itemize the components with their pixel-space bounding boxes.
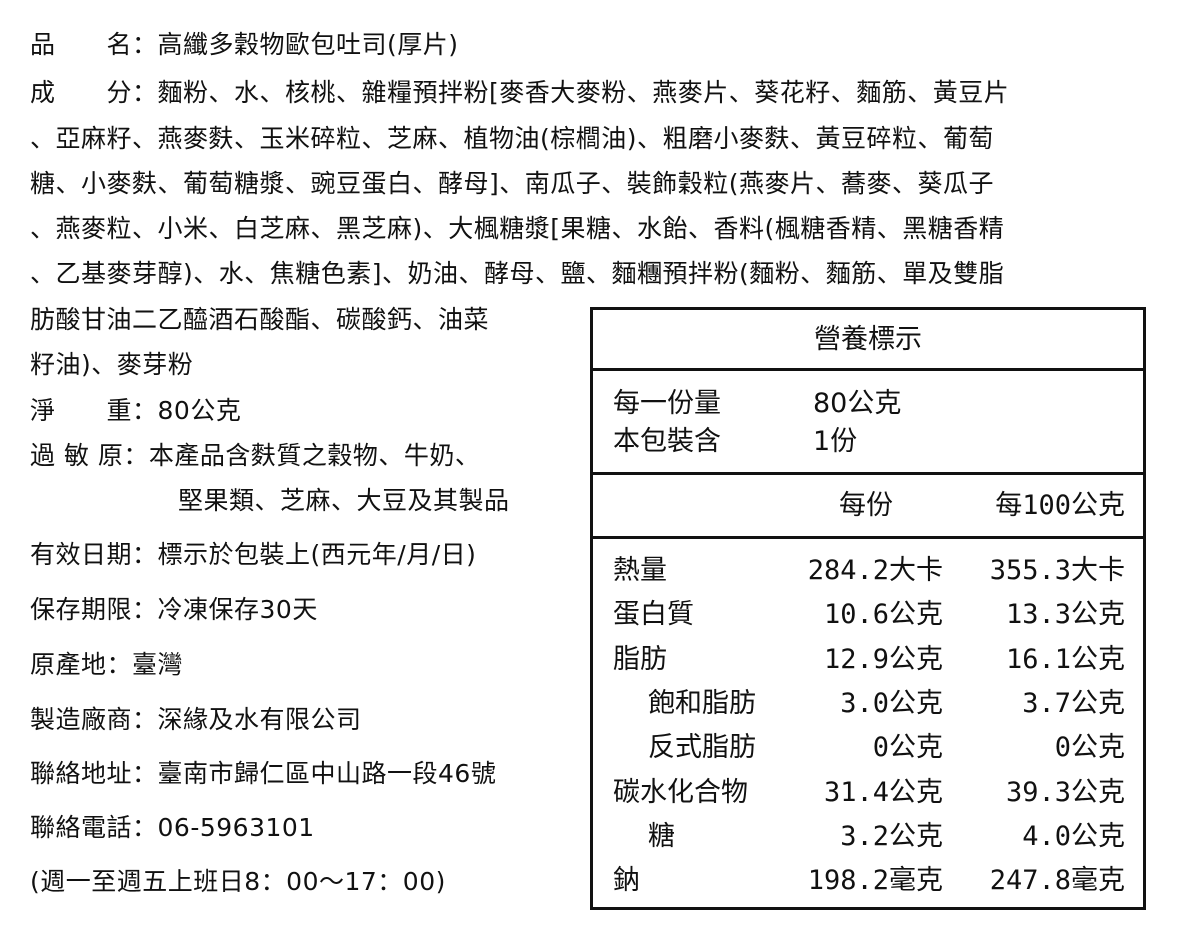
address: 聯絡地址：臺南市歸仁區中山路一段46號 xyxy=(30,759,496,789)
ingredients-line-1: 成 分：麵粉、水、核桃、雜糧預拌粉[麥香大麥粉、燕麥片、葵花籽、麵筋、黃豆片 xyxy=(30,78,1009,108)
nutrient-per-serving: 3.0公克 xyxy=(840,687,943,719)
nutrient-per-100g: 355.3大卡 xyxy=(989,555,1125,586)
storage: 保存期限：冷凍保存30天 xyxy=(30,595,318,625)
ingredients-line-6: 肪酸甘油二乙醯酒石酸酯、碳酸鈣、油菜 xyxy=(30,305,490,334)
nutrient-name: 蛋白質 xyxy=(613,599,694,631)
divider xyxy=(593,536,1143,539)
divider xyxy=(593,368,1143,371)
origin-value: 臺灣 xyxy=(132,650,184,679)
nutrient-per-100g: 0公克 xyxy=(1054,732,1125,764)
net-weight-value: 80公克 xyxy=(157,396,242,425)
serving-size-label: 每一份量 xyxy=(613,388,721,419)
origin: 原產地：臺灣 xyxy=(30,650,183,680)
nutrient-per-serving: 3.2公克 xyxy=(840,820,943,852)
allergens: 過 敏 原：本產品含麩質之穀物、牛奶、 xyxy=(30,441,480,471)
storage-label: 保存期限： xyxy=(30,595,158,624)
col-per-100g: 每100公克 xyxy=(995,490,1125,521)
ingredients-text: 麵粉、水、核桃、雜糧預拌粉[麥香大麥粉、燕麥片、葵花籽、麵筋、黃豆片 xyxy=(157,78,1010,107)
net-weight-label: 淨 重： xyxy=(30,396,158,425)
expiry-value: 標示於包裝上(西元年/月/日) xyxy=(157,540,477,569)
manufacturer-value: 深緣及水有限公司 xyxy=(157,705,362,734)
phone: 聯絡電話：06-5963101 xyxy=(30,813,315,843)
nutrient-per-100g: 39.3公克 xyxy=(1005,776,1125,808)
ingredients-line-3: 糖、小麥麩、葡萄糖漿、豌豆蛋白、酵母]、南瓜子、裝飾穀粒(燕麥片、蕎麥、葵瓜子 xyxy=(30,169,995,198)
manufacturer: 製造廠商：深緣及水有限公司 xyxy=(30,705,362,735)
ingredients-line-7: 籽油)、麥芽粉 xyxy=(30,350,194,379)
serving-size-value: 80公克 xyxy=(813,388,902,419)
nutrition-title: 營養標示 xyxy=(814,324,922,355)
nutrient-per-serving: 198.2毫克 xyxy=(807,865,943,897)
nutrient-per-serving: 10.6公克 xyxy=(823,599,943,631)
nutrient-per-serving: 0公克 xyxy=(872,732,943,764)
nutrient-name: 碳水化合物 xyxy=(613,776,748,808)
net-weight: 淨 重：80公克 xyxy=(30,396,241,426)
nutrient-per-serving: 31.4公克 xyxy=(823,776,943,808)
nutrient-per-100g: 4.0公克 xyxy=(1022,820,1125,852)
product-name-label: 品 名： xyxy=(30,30,158,59)
allergens-line-2: 堅果類、芝麻、大豆及其製品 xyxy=(178,486,510,515)
ingredients-line-4: 、燕麥粒、小米、白芝麻、黑芝麻)、大楓糖漿[果糖、水飴、香料(楓糖香精、黑糖香精 xyxy=(30,214,1005,243)
ingredients-line-5: 、乙基麥芽醇)、水、焦糖色素]、奶油、酵母、鹽、麵糰預拌粉(麵粉、麵筋、單及雙脂 xyxy=(30,259,1005,288)
expiry-label: 有效日期： xyxy=(30,540,158,569)
ingredients-line-2: 、亞麻籽、燕麥麩、玉米碎粒、芝麻、植物油(棕櫚油)、粗磨小麥麩、黃豆碎粒、葡萄 xyxy=(30,124,995,153)
nutrient-per-100g: 3.7公克 xyxy=(1022,687,1125,719)
nutrient-per-serving: 12.9公克 xyxy=(823,643,943,675)
nutrient-name: 糖 xyxy=(648,820,675,852)
address-value: 臺南市歸仁區中山路一段46號 xyxy=(157,759,497,788)
origin-label: 原產地： xyxy=(30,650,133,679)
manufacturer-label: 製造廠商： xyxy=(30,705,158,734)
nutrient-per-100g: 16.1公克 xyxy=(1005,643,1125,675)
allergens-line-1: 本產品含麩質之穀物、牛奶、 xyxy=(148,441,481,470)
nutrient-per-serving: 284.2大卡 xyxy=(807,555,943,586)
nutrient-name: 飽和脂肪 xyxy=(648,687,756,719)
address-label: 聯絡地址： xyxy=(30,759,158,788)
divider xyxy=(593,472,1143,475)
product-name: 品 名：高纖多穀物歐包吐司(厚片) xyxy=(30,30,459,60)
expiry: 有效日期：標示於包裝上(西元年/月/日) xyxy=(30,540,476,570)
servings-value: 1份 xyxy=(813,426,858,457)
allergens-label: 過 敏 原： xyxy=(30,441,149,470)
product-name-value: 高纖多穀物歐包吐司(厚片) xyxy=(157,30,459,59)
nutrient-per-100g: 247.8毫克 xyxy=(989,865,1125,897)
col-per-serving: 每份 xyxy=(839,490,893,521)
nutrient-name: 脂肪 xyxy=(613,643,667,675)
nutrient-name: 反式脂肪 xyxy=(648,732,756,764)
phone-label: 聯絡電話： xyxy=(30,813,158,842)
nutrient-per-100g: 13.3公克 xyxy=(1005,599,1125,631)
nutrition-facts-table: 營養標示 每一份量 80公克 本包裝含 1份 每份 每100公克 熱量 284.2… xyxy=(590,307,1146,910)
nutrient-name: 鈉 xyxy=(613,865,640,897)
ingredients-label: 成 分： xyxy=(30,78,158,107)
phone-value: 06-5963101 xyxy=(157,813,315,842)
servings-label: 本包裝含 xyxy=(613,426,721,457)
nutrient-name: 熱量 xyxy=(613,555,667,586)
storage-value: 冷凍保存30天 xyxy=(157,595,318,624)
service-hours: (週一至週五上班日8：00～17：00) xyxy=(30,867,446,896)
